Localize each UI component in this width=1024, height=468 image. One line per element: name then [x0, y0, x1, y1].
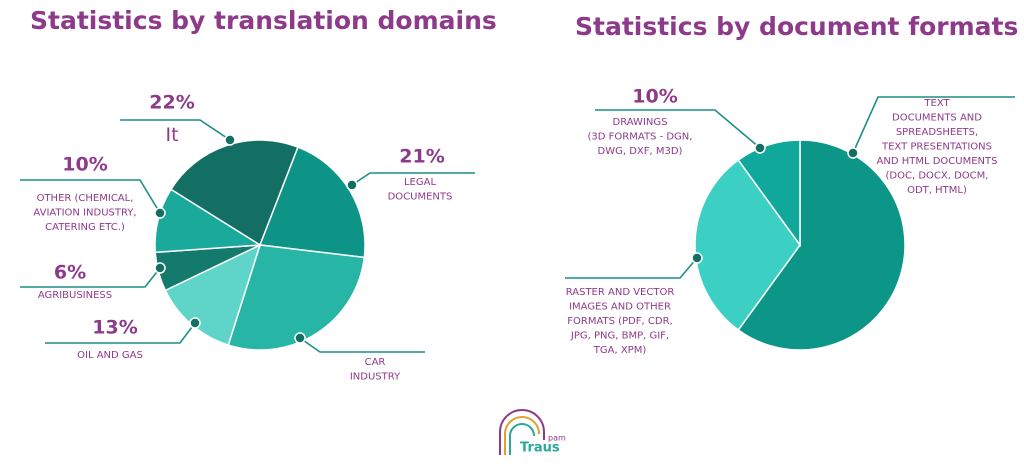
leader-dot — [847, 147, 859, 159]
pie-slice — [258, 146, 366, 259]
pie-slice — [169, 139, 299, 247]
leader-line — [299, 337, 425, 353]
leader-line — [852, 96, 1015, 154]
chart-title: Statistics by translation domains — [30, 6, 497, 35]
leader-line — [351, 172, 475, 186]
category-label: DRAWINGS (3D FORMATS - DGN, DWG, DXF, M3D) — [588, 117, 693, 157]
category-label: OIL AND GAS — [77, 350, 143, 361]
leader-line — [20, 267, 161, 288]
value-label: 10% — [632, 86, 677, 108]
category-label: AGRIBUSINESS — [38, 290, 112, 301]
leader-line — [595, 109, 761, 149]
leader-dot — [154, 207, 166, 219]
leader-dot — [691, 252, 703, 264]
value-label: 13% — [92, 317, 137, 339]
category-label: RASTER AND VECTOR IMAGES AND OTHER FORMATS… — [566, 287, 675, 356]
logo-text: Traus — [520, 441, 560, 456]
chart-title: Statistics by document formats — [575, 12, 1018, 41]
leader-line — [20, 179, 161, 214]
leader-line — [120, 119, 231, 141]
leader-dot — [294, 332, 306, 344]
pie-slice — [694, 159, 801, 331]
value-label: 10% — [62, 154, 107, 176]
leader-dot — [346, 179, 358, 191]
value-label: 21% — [399, 146, 444, 168]
value-label: 22% — [149, 92, 194, 114]
leader-dot — [189, 317, 201, 329]
category-label: OTHER (CHEMICAL, AVIATION INDUSTRY, CATERI… — [33, 193, 136, 233]
leader-dot — [224, 134, 236, 146]
logo-small: pam — [548, 434, 566, 443]
leader-dot — [754, 142, 766, 154]
pie-slice — [154, 188, 263, 254]
category-label: LEGAL DOCUMENTS — [388, 177, 453, 203]
leader-line — [45, 322, 196, 344]
category-label: It — [165, 124, 178, 146]
value-label: 6% — [54, 262, 86, 284]
category-label: TEXT DOCUMENTS AND SPREADSHEETS, TEXT PRESE… — [877, 98, 998, 196]
pie-slice — [737, 139, 801, 248]
logo: Traus pam — [499, 409, 566, 456]
pie-slice — [227, 244, 366, 351]
category-label: CAR INDUSTRY — [350, 357, 401, 383]
leader-line — [565, 257, 698, 279]
leader-dot — [154, 262, 166, 274]
